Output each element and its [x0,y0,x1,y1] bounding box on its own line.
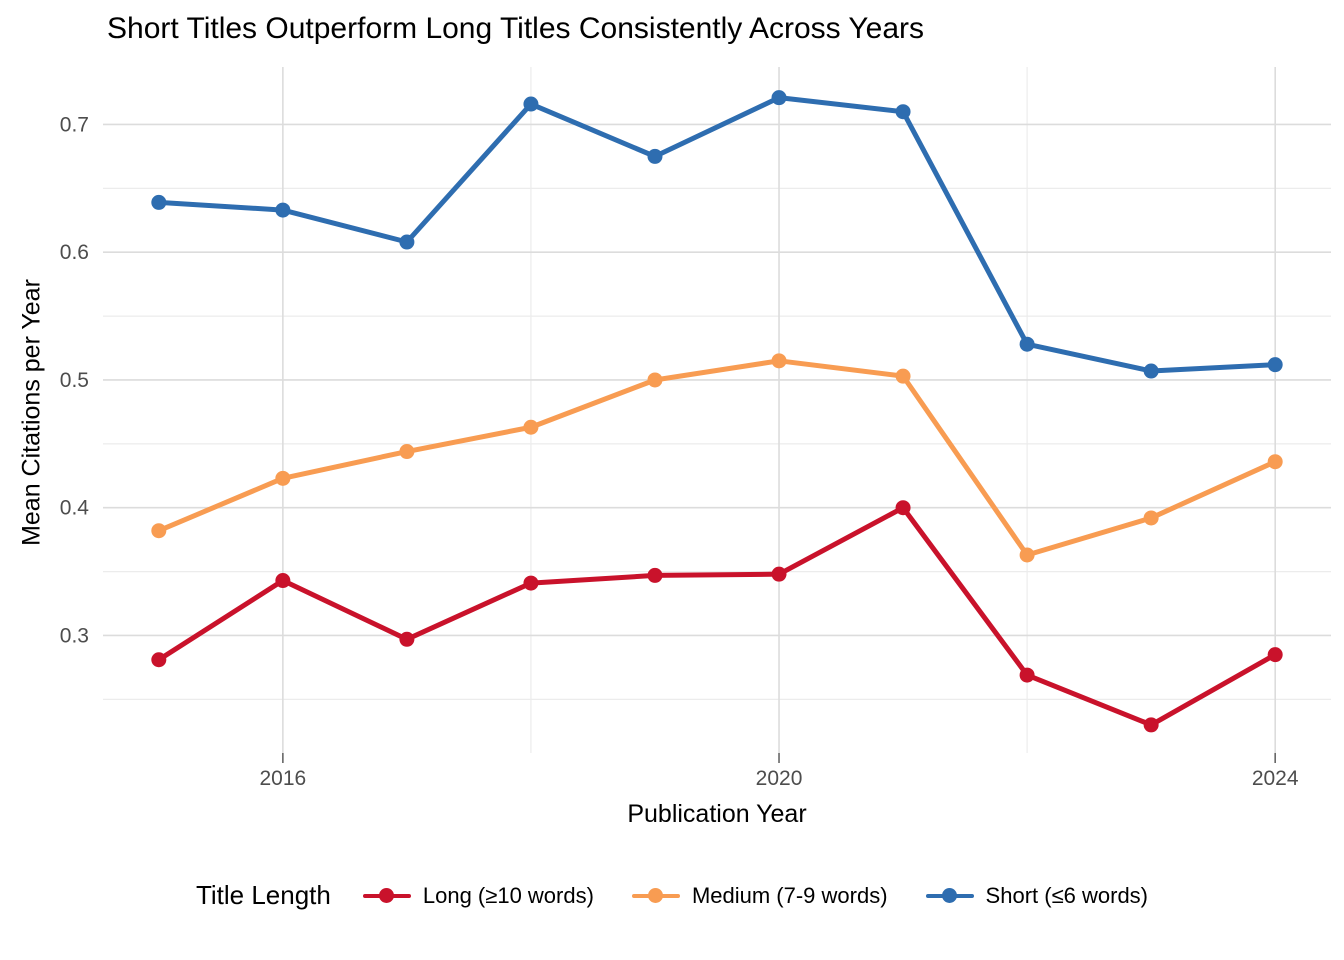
point-Long (≥10 words)-2015 [151,652,167,668]
x-tick-label-2016: 2016 [259,767,306,790]
y-tick-label-0.7: 0.7 [60,113,89,136]
point-Medium (7-9 words)-2020 [771,353,787,369]
chart-title: Short Titles Outperform Long Titles Cons… [107,12,925,45]
point-Short (≤6 words)-2022 [1019,336,1035,352]
point-Long (≥10 words)-2023 [1143,717,1159,733]
point-Long (≥10 words)-2020 [771,566,787,582]
series-line-Medium (7-9 words) [156,358,1278,558]
series-line-Long (≥10 words) [156,505,1278,728]
legend-key-dot [942,888,958,903]
legend-item-label: Long (≥10 words) [422,882,594,908]
point-Medium (7-9 words)-2024 [1267,454,1283,470]
point-Short (≤6 words)-2024 [1267,357,1283,373]
point-Short (≤6 words)-2017 [399,234,415,250]
legend-item: Short (≤6 words) [925,882,1149,909]
legend-item-label: Medium (7-9 words) [691,882,888,908]
point-Short (≤6 words)-2020 [771,90,787,106]
y-tick-label-0.5: 0.5 [60,369,89,392]
legend-key-dot [379,888,395,903]
y-tick-label-0.3: 0.3 [60,624,89,647]
legend-item: Long (≥10 words) [362,882,594,909]
legend: Title Length Long (≥10 words) Medium (7-9… [0,880,1344,911]
legend-title: Title Length [195,880,331,910]
legend-item: Medium (7-9 words) [631,882,888,909]
point-Short (≤6 words)-2021 [895,104,911,120]
legend-items: Long (≥10 words) Medium (7-9 words) Short … [362,882,1149,909]
point-Medium (7-9 words)-2016 [275,470,291,486]
point-Long (≥10 words)-2019 [647,567,663,583]
point-Medium (7-9 words)-2017 [399,444,415,460]
point-Long (≥10 words)-2021 [895,500,911,516]
legend-key-icon [631,886,680,906]
legend-key-icon [362,886,411,906]
point-Short (≤6 words)-2019 [647,148,663,164]
legend-key-icon [925,886,974,906]
y-axis-title: Mean Citations per Year [17,279,46,546]
y-tick-label-0.4: 0.4 [60,497,90,520]
legend-item-label: Short (≤6 words) [985,882,1149,908]
point-Medium (7-9 words)-2018 [523,419,539,435]
point-Long (≥10 words)-2024 [1267,647,1283,663]
point-Short (≤6 words)-2016 [275,202,291,218]
point-Medium (7-9 words)-2015 [151,523,167,539]
point-Short (≤6 words)-2015 [151,194,167,210]
point-Long (≥10 words)-2018 [523,575,539,591]
legend-key-dot [648,888,664,903]
plot-area: 2016 2020 2024 0.3 0.4 0.5 0.6 0.7 [60,67,1331,790]
point-Long (≥10 words)-2022 [1019,667,1035,683]
series-line-Short (≤6 words) [156,95,1278,374]
point-Medium (7-9 words)-2019 [647,372,663,388]
x-axis-title: Publication Year [627,800,807,828]
y-tick-label-0.6: 0.6 [60,241,89,264]
point-Short (≤6 words)-2023 [1143,363,1159,379]
x-tick-label-2024: 2024 [1252,767,1299,790]
point-Long (≥10 words)-2017 [399,631,415,647]
point-Medium (7-9 words)-2022 [1019,547,1035,563]
point-Long (≥10 words)-2016 [275,573,291,589]
x-tick-label-2020: 2020 [756,767,803,790]
point-Medium (7-9 words)-2021 [895,368,911,384]
point-Medium (7-9 words)-2023 [1143,510,1159,526]
point-Short (≤6 words)-2018 [523,96,539,112]
